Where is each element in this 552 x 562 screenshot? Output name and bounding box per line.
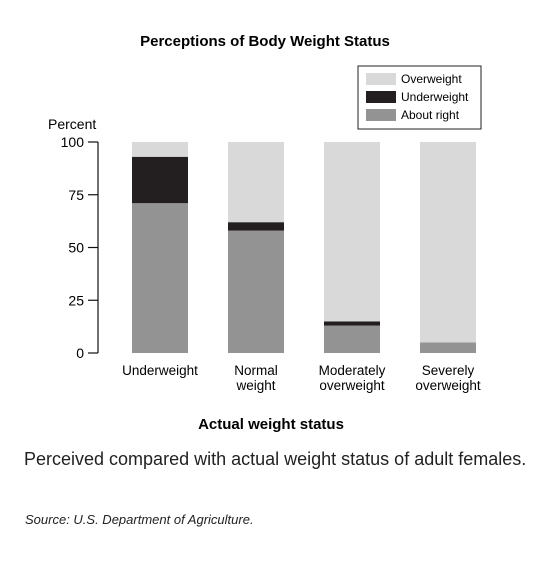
bar-severely-overweight-about-right: [420, 342, 476, 353]
bar-moderately-overweight-overweight: [324, 142, 380, 322]
figure-caption: Perceived compared with actual weight st…: [24, 449, 527, 469]
y-ticks-group: 0 25 50 75 100: [61, 134, 98, 361]
stacked-bar-chart: Perceptions of Body Weight Status 0 25 50 7…: [48, 33, 482, 433]
source-note: Source: U.S. Department of Agriculture.: [25, 512, 254, 527]
legend-label-about-right: About right: [401, 108, 460, 122]
legend-label-overweight: Overweight: [401, 72, 462, 86]
bar-normal-weight-overweight: [228, 142, 284, 223]
legend-swatch-underweight: [366, 91, 396, 103]
x-tick-label: Underweight: [122, 363, 198, 378]
legend-label-underweight: Underweight: [401, 90, 469, 104]
chart-title: Perceptions of Body Weight Status: [140, 33, 390, 50]
y-tick-label: 0: [76, 345, 84, 361]
bar-underweight-about-right: [132, 203, 188, 353]
legend-swatch-overweight: [366, 73, 396, 85]
legend: Overweight Underweight About right: [357, 65, 482, 130]
y-tick-label: 100: [61, 134, 85, 150]
y-tick-label: 50: [68, 240, 84, 256]
x-axis-label: Actual weight status: [198, 416, 344, 433]
bar-moderately-overweight-underweight: [324, 321, 380, 326]
bar-normal-weight-underweight: [228, 222, 284, 231]
x-labels-group: Underweight Normal weight Moderately overwei…: [122, 363, 481, 393]
bar-underweight-overweight: [132, 142, 188, 157]
y-tick-label: 75: [68, 187, 84, 203]
legend-swatch-about-right: [366, 109, 396, 121]
bar-normal-weight-about-right: [228, 230, 284, 353]
y-tick-label: 25: [68, 292, 84, 308]
bar-severely-overweight-overweight: [420, 142, 476, 343]
x-tick-label: Moderately overweight: [319, 363, 386, 393]
y-axis-label: Percent: [48, 116, 96, 132]
bar-underweight-underweight: [132, 156, 188, 204]
bar-moderately-overweight-about-right: [324, 325, 380, 353]
x-tick-label: Severely overweight: [415, 363, 481, 393]
x-tick-label: Normal weight: [234, 363, 278, 393]
bars-group: [132, 142, 476, 353]
